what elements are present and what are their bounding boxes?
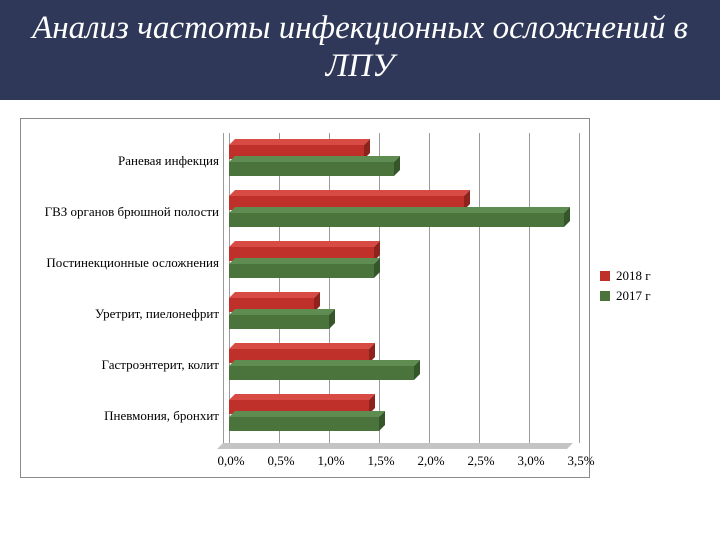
y-category-label: Постинекционные осложнения	[46, 255, 219, 271]
chart-container: 0,0% 0,5% 1,0% 1,5% 2,0% 2,5% 3,0% 3,5% Раневая …	[20, 118, 700, 478]
x-tick-label: 2,0%	[409, 453, 453, 469]
bar	[229, 213, 564, 227]
bar-top-3d	[229, 207, 570, 213]
chart-legend: 2018 г 2017 г	[600, 268, 651, 308]
bar-top-3d	[229, 411, 385, 417]
gridline	[579, 133, 580, 443]
bar-top-3d	[229, 292, 320, 298]
x-tick-label: 0,0%	[209, 453, 253, 469]
y-category-label: Раневая инфекция	[118, 153, 219, 169]
x-tick-label: 3,0%	[509, 453, 553, 469]
y-category-label: Пневмония, бронхит	[104, 408, 219, 424]
bar-top-3d	[229, 190, 470, 196]
slide-title: Анализ частоты инфекционных осложнений в…	[0, 10, 720, 86]
y-category-label: Гастроэнтерит, колит	[102, 357, 220, 373]
bar-top-3d	[229, 309, 335, 315]
bar-top-3d	[229, 343, 375, 349]
legend-swatch	[600, 291, 610, 301]
x-tick-label: 0,5%	[259, 453, 303, 469]
x-tick-label: 2,5%	[459, 453, 503, 469]
bar	[229, 417, 379, 431]
bar-top-3d	[229, 258, 380, 264]
bar-top-3d	[229, 241, 380, 247]
x-tick-label: 1,0%	[309, 453, 353, 469]
plot-outer-box: 0,0%0,5%1,0%1,5%2,0%2,5%3,0%3,5%Раневая …	[20, 118, 590, 478]
legend-swatch	[600, 271, 610, 281]
bar	[229, 162, 394, 176]
legend-item: 2017 г	[600, 288, 651, 304]
x-tick-label: 1,5%	[359, 453, 403, 469]
y-category-label: Уретрит, пиелонефрит	[95, 306, 219, 322]
plot-back-left-edge	[223, 133, 230, 443]
legend-item: 2018 г	[600, 268, 651, 284]
x-tick-label: 3,5%	[559, 453, 603, 469]
plot-area	[229, 133, 579, 443]
bar-top-3d	[229, 360, 420, 366]
plot-floor-3d	[217, 443, 573, 449]
gridline	[429, 133, 430, 443]
gridline	[379, 133, 380, 443]
bar-top-3d	[229, 156, 400, 162]
bar	[229, 315, 329, 329]
legend-label: 2018 г	[616, 268, 651, 284]
slide-header: Анализ частоты инфекционных осложнений в…	[0, 0, 720, 100]
legend-label: 2017 г	[616, 288, 651, 304]
bar	[229, 264, 374, 278]
bar	[229, 366, 414, 380]
gridline	[529, 133, 530, 443]
y-category-label: ГВЗ органов брюшной полости	[45, 204, 219, 220]
bar-top-3d	[229, 139, 370, 145]
gridline	[479, 133, 480, 443]
bar-top-3d	[229, 394, 375, 400]
